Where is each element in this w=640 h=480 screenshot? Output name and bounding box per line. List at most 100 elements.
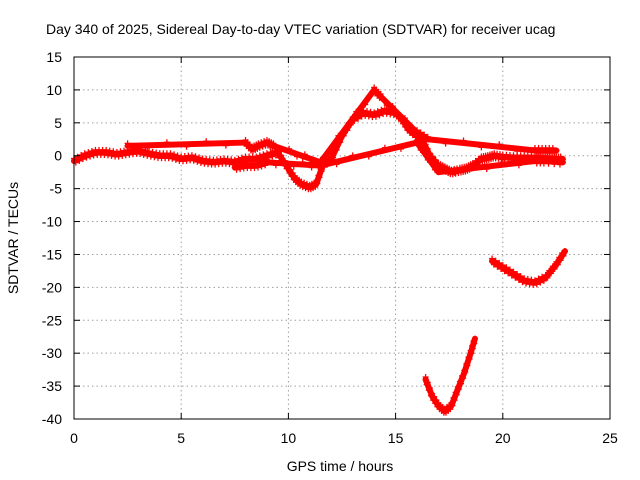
data-point-marker bbox=[464, 362, 471, 369]
data-point-marker bbox=[499, 264, 506, 271]
data-point-marker bbox=[454, 386, 461, 393]
data-point-marker bbox=[515, 162, 522, 169]
data-point-marker bbox=[318, 168, 325, 175]
data-point-marker bbox=[119, 152, 126, 159]
data-point-marker bbox=[365, 153, 372, 160]
data-point-marker bbox=[419, 135, 426, 142]
data-point-marker bbox=[242, 139, 249, 146]
data-point-marker bbox=[551, 161, 558, 168]
data-point-marker bbox=[371, 86, 378, 93]
data-point-marker bbox=[172, 156, 179, 163]
data-point-marker bbox=[510, 154, 517, 161]
data-point-marker bbox=[289, 169, 296, 176]
data-point-marker bbox=[542, 157, 549, 164]
data-point-marker bbox=[426, 384, 433, 391]
data-point-marker bbox=[491, 152, 498, 159]
data-point-marker bbox=[291, 175, 298, 182]
data-point-marker bbox=[453, 391, 460, 398]
data-point-marker bbox=[242, 162, 249, 169]
data-point-marker bbox=[422, 376, 429, 383]
data-point-marker bbox=[553, 147, 560, 154]
data-point-marker bbox=[387, 111, 394, 118]
data-point-marker bbox=[424, 136, 431, 143]
data-point-marker bbox=[364, 108, 371, 115]
data-point-marker bbox=[537, 279, 544, 286]
data-point-marker bbox=[539, 273, 546, 280]
data-point-marker bbox=[478, 144, 485, 151]
data-point-marker bbox=[270, 142, 277, 149]
data-point-marker bbox=[256, 152, 263, 159]
data-point-marker bbox=[190, 157, 197, 164]
y-tick-label: -40 bbox=[42, 411, 62, 427]
data-point-marker bbox=[79, 156, 86, 163]
data-point-marker bbox=[545, 160, 552, 167]
data-point-marker bbox=[451, 169, 458, 176]
y-tick-label: -35 bbox=[42, 378, 62, 394]
data-point-marker bbox=[395, 114, 402, 121]
data-point-marker bbox=[144, 144, 151, 151]
data-point-marker bbox=[258, 139, 265, 146]
data-point-marker bbox=[92, 149, 99, 156]
data-point-marker bbox=[374, 108, 381, 115]
data-point-marker bbox=[435, 169, 442, 176]
data-point-marker bbox=[140, 151, 147, 158]
data-point-marker bbox=[290, 163, 297, 170]
data-point-marker bbox=[428, 156, 435, 163]
data-point-marker bbox=[302, 185, 309, 192]
data-point-marker bbox=[442, 140, 449, 147]
data-point-marker bbox=[526, 281, 533, 288]
data-point-marker bbox=[235, 161, 242, 168]
data-point-marker bbox=[299, 184, 306, 191]
chart-title: Day 340 of 2025, Sidereal Day-to-day VTE… bbox=[46, 21, 555, 37]
data-point-marker bbox=[559, 159, 566, 166]
data-point-marker bbox=[333, 161, 340, 168]
data-point-marker bbox=[335, 132, 342, 139]
x-tick-label: 25 bbox=[602, 430, 618, 446]
data-point-marker bbox=[407, 126, 414, 133]
data-point-marker bbox=[549, 144, 556, 151]
data-point-marker bbox=[267, 149, 274, 156]
data-point-marker bbox=[299, 159, 306, 166]
data-point-marker bbox=[448, 402, 455, 409]
data-point-marker bbox=[557, 257, 564, 264]
data-point-marker bbox=[221, 157, 228, 164]
data-point-marker bbox=[248, 146, 255, 153]
data-point-marker bbox=[542, 147, 549, 154]
data-point-marker bbox=[192, 153, 199, 160]
data-point-marker bbox=[333, 147, 340, 153]
data-point-marker bbox=[506, 266, 513, 273]
data-point-marker bbox=[367, 108, 374, 115]
data-point-marker bbox=[499, 154, 506, 161]
data-point-marker bbox=[298, 181, 305, 188]
data-point-marker bbox=[496, 141, 503, 148]
data-point-marker bbox=[414, 129, 421, 136]
data-point-marker bbox=[548, 270, 555, 277]
data-point-marker bbox=[85, 149, 92, 156]
data-point-marker bbox=[383, 102, 390, 109]
data-points bbox=[71, 84, 568, 416]
data-point-marker bbox=[542, 274, 549, 281]
data-point-marker bbox=[483, 166, 490, 173]
data-point-marker bbox=[135, 148, 142, 155]
data-point-marker bbox=[362, 101, 369, 108]
data-point-marker bbox=[421, 131, 428, 138]
data-point-marker bbox=[203, 138, 210, 145]
data-point-marker bbox=[531, 147, 538, 154]
data-point-marker bbox=[260, 151, 267, 158]
data-point-marker bbox=[378, 106, 385, 113]
data-point-marker bbox=[489, 258, 496, 265]
data-point-marker bbox=[462, 369, 469, 376]
data-point-marker bbox=[272, 162, 279, 169]
data-point-marker bbox=[124, 149, 131, 156]
data-point-marker bbox=[117, 148, 124, 155]
data-point-marker bbox=[429, 392, 436, 399]
data-point-marker bbox=[256, 159, 263, 166]
data-point-marker bbox=[540, 277, 547, 284]
data-point-marker bbox=[344, 125, 351, 132]
data-point-marker bbox=[460, 375, 467, 382]
y-tick-label: -25 bbox=[42, 312, 62, 328]
data-point-marker bbox=[278, 148, 285, 155]
data-point-marker bbox=[255, 142, 262, 149]
data-point-marker bbox=[561, 248, 568, 255]
